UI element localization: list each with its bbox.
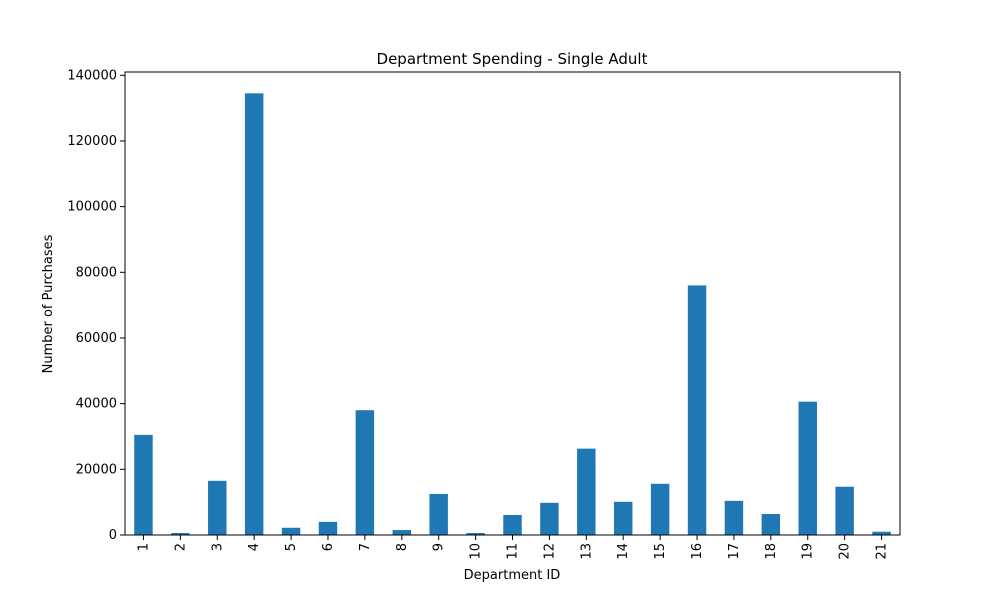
bar-department-19	[798, 401, 817, 535]
bar-department-14	[613, 501, 633, 535]
y-tick-label: 140000	[67, 68, 117, 83]
x-tick-label-department-6: 6	[321, 543, 336, 551]
y-tick-label: 20000	[76, 462, 117, 477]
y-tick-label: 80000	[76, 265, 117, 280]
x-tick-label-department-1: 1	[136, 543, 151, 551]
x-tick-label-department-9: 9	[432, 543, 447, 551]
bar-department-8	[392, 530, 412, 535]
x-axis-label: Department ID	[464, 568, 561, 583]
x-tick-label-department-7: 7	[358, 543, 373, 551]
y-tick-label: 120000	[67, 134, 117, 149]
y-tick-label: 40000	[76, 397, 117, 412]
x-tick-label-department-12: 12	[542, 543, 557, 560]
x-tick-label-department-20: 20	[838, 543, 853, 560]
x-tick-label-department-18: 18	[764, 543, 779, 560]
bar-department-21	[872, 531, 891, 535]
plot-frame	[124, 71, 901, 536]
y-tick-label: 60000	[76, 331, 117, 346]
bar-department-16	[687, 285, 707, 535]
x-tick-label-department-10: 10	[469, 543, 484, 560]
x-tick-label-department-14: 14	[616, 543, 631, 560]
y-tick-label: 0	[109, 528, 117, 543]
x-tick-label-department-3: 3	[210, 543, 225, 551]
bar-department-13	[577, 448, 596, 535]
x-tick-label-department-4: 4	[247, 543, 262, 551]
x-tick-label-department-5: 5	[284, 543, 299, 551]
bar-department-2	[171, 533, 190, 535]
bar-department-1	[134, 434, 153, 535]
bar-department-4	[244, 93, 264, 535]
bar-department-5	[281, 527, 301, 535]
chart-title: Department Spending - Single Adult	[377, 50, 648, 68]
y-axis-label: Number of Purchases	[41, 234, 56, 373]
y-tick-label: 100000	[67, 200, 117, 215]
x-tick-label-department-2: 2	[173, 543, 188, 551]
bar-department-15	[650, 483, 670, 535]
x-tick-label-department-19: 19	[801, 543, 816, 560]
x-tick-label-department-16: 16	[690, 543, 705, 560]
x-tick-label-department-17: 17	[727, 543, 742, 560]
bar-department-17	[724, 500, 744, 535]
x-tick-label-department-15: 15	[653, 543, 668, 560]
bar-department-20	[835, 486, 854, 535]
bar-department-18	[761, 513, 781, 535]
bar-department-9	[429, 493, 448, 535]
x-tick-label-department-11: 11	[506, 543, 521, 560]
x-tick-label-department-8: 8	[395, 543, 410, 551]
bar-department-7	[355, 410, 375, 535]
x-tick-label-department-13: 13	[579, 543, 594, 560]
bar-department-6	[318, 521, 338, 535]
bar-department-11	[503, 514, 522, 535]
bar-department-3	[208, 480, 227, 535]
plot-area: 0 20000 40000 60000 80000 100000 120000 140000 1…	[67, 68, 901, 560]
bar-department-10	[466, 533, 485, 535]
x-tick-label-department-21: 21	[875, 543, 890, 560]
bar-department-12	[540, 502, 559, 535]
